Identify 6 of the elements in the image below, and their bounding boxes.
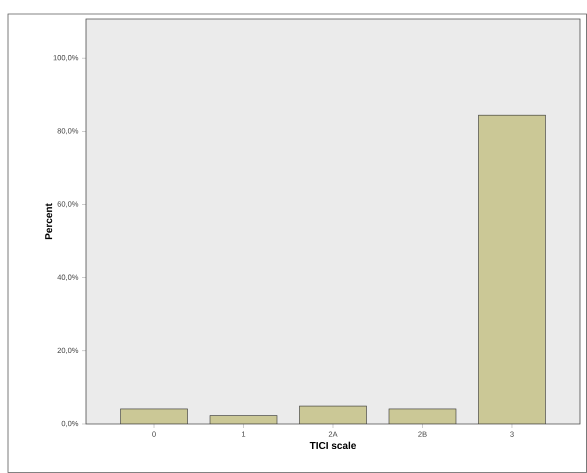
y-axis-title: Percent (45, 203, 52, 240)
x-axis-title: TICI scale (310, 442, 356, 450)
bar (388, 408, 456, 424)
bar (478, 114, 546, 424)
bar (299, 406, 367, 424)
bar (120, 408, 188, 424)
